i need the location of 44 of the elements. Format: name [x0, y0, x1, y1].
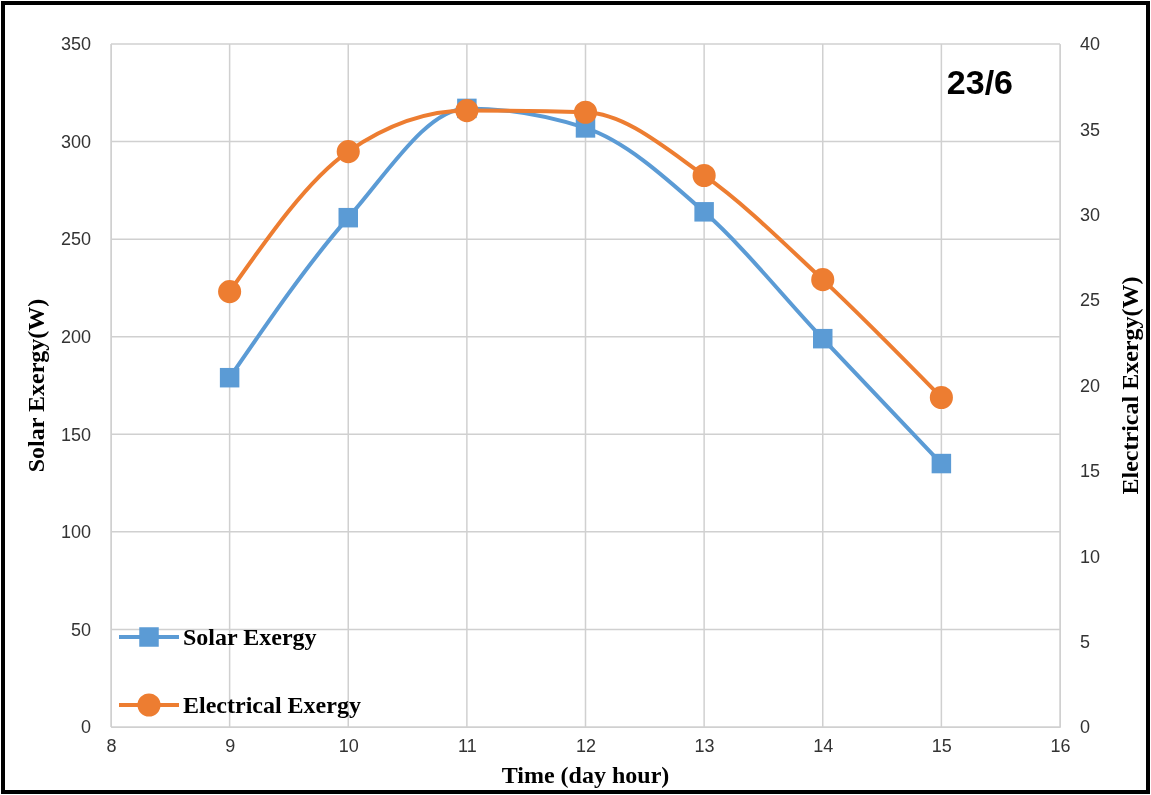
y2-tick-label: 0 [1080, 717, 1091, 738]
y2-tick-label: 5 [1080, 631, 1091, 652]
point [338, 207, 358, 228]
y2-tick-label: 20 [1080, 375, 1101, 396]
legend-label: Solar Exergy [183, 624, 317, 650]
y-axis-title: Solar Exergy(W) [23, 298, 49, 473]
point [692, 163, 716, 188]
point [573, 100, 598, 124]
y2-axis-title: Electrical Exergy(W) [1117, 276, 1143, 495]
x-tick-label: 9 [225, 735, 236, 756]
x-tick-label: 13 [694, 735, 715, 756]
y2-tick-label: 10 [1080, 546, 1101, 567]
x-tick-label: 10 [338, 735, 359, 756]
y-tick-label: 200 [60, 326, 91, 347]
y-tick-label: 300 [60, 131, 91, 152]
x-axis-title: Time (day hour) [501, 762, 670, 788]
y2-tick-label: 25 [1080, 290, 1101, 311]
x-tick-label: 8 [106, 735, 117, 756]
y-tick-label: 250 [60, 229, 91, 250]
legend-label: Electrical Exergy [183, 692, 361, 718]
point [218, 280, 242, 304]
y2-tick-label: 35 [1080, 119, 1101, 140]
x-tick-label: 16 [1050, 735, 1071, 756]
point [811, 268, 835, 292]
point [219, 367, 240, 388]
y2-tick-label: 40 [1080, 34, 1101, 55]
point [455, 99, 479, 123]
annotation: 23/6 [946, 63, 1013, 101]
point [813, 328, 833, 349]
x-tick-label: 12 [575, 735, 597, 756]
point [931, 453, 952, 474]
point [694, 202, 714, 222]
x-tick-label: 15 [931, 735, 952, 756]
y2-tick-label: 30 [1080, 205, 1101, 226]
point [929, 385, 953, 409]
x-tick-label: 11 [458, 735, 477, 756]
y2-tick-label: 15 [1080, 461, 1101, 482]
y-tick-label: 150 [60, 424, 91, 445]
y-tick-label: 0 [80, 717, 91, 738]
x-tick-label: 14 [813, 735, 834, 756]
point [336, 140, 360, 164]
y-tick-label: 50 [70, 619, 91, 640]
y-tick-label: 100 [60, 522, 91, 543]
y-tick-label: 350 [60, 34, 91, 55]
